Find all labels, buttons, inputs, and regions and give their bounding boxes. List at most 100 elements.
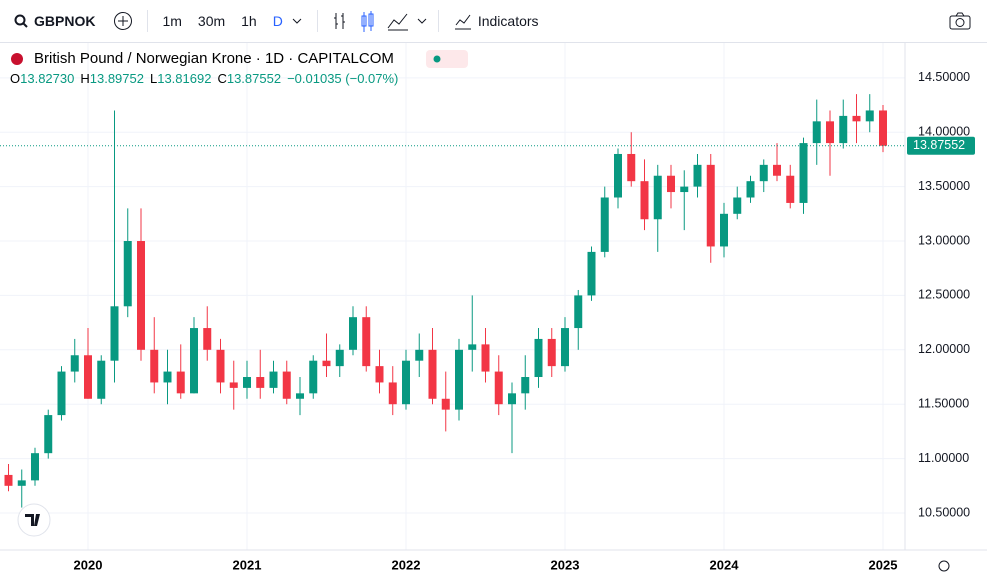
candle-body: [693, 164, 702, 187]
candle-body: [508, 393, 516, 405]
interval[interactable]: 1h: [241, 13, 257, 29]
screenshot-button[interactable]: [949, 12, 971, 30]
candle-body: [865, 110, 874, 122]
candle-body: [428, 349, 437, 399]
y-tick-label: 11.00000: [918, 451, 969, 465]
interval-dropdown[interactable]: [291, 15, 303, 27]
settings-button[interactable]: [938, 560, 950, 572]
candle-body: [309, 360, 318, 394]
candle-body: [70, 355, 79, 372]
candle-body: [521, 377, 530, 394]
separator: [316, 10, 318, 32]
o-label: O: [10, 71, 20, 86]
l-label: L: [150, 71, 157, 86]
candle-body: [627, 153, 636, 182]
y-tick-label: 13.50000: [918, 179, 970, 193]
candle-body: [786, 175, 795, 203]
candle-body: [534, 338, 543, 378]
candle-body: [176, 371, 185, 394]
candle-body: [150, 349, 159, 383]
candle-body: [415, 349, 424, 361]
status-dot: [433, 55, 441, 63]
candle-body: [190, 328, 198, 394]
toolbar: GBPNOK 1m 30m 1h D Indicators: [0, 0, 987, 43]
last-price-badge: [907, 136, 975, 155]
symbol[interactable]: GBPNOK: [34, 13, 96, 29]
interval-active[interactable]: D: [272, 13, 283, 29]
ohlc-legend: O13.82730 H13.89752 L13.81692 C13.87552 −0.0…: [10, 71, 398, 86]
c-label: C: [217, 71, 226, 86]
legend-title: British Pound / Norwegian Krone · 1D · C…: [34, 50, 394, 67]
o-value: 13.82730: [20, 71, 74, 86]
candle-body: [402, 360, 410, 405]
tv-logo-mark: [25, 514, 40, 526]
candle-body: [110, 306, 119, 361]
candle-body: [229, 382, 238, 388]
x-tick-label: 2025: [869, 557, 898, 572]
candle-body: [203, 328, 212, 350]
candle-body: [839, 115, 848, 144]
candle-body: [468, 344, 477, 350]
candle-body: [494, 371, 503, 405]
candle-body: [852, 115, 861, 122]
candle-body: [256, 377, 265, 388]
interval[interactable]: 30m: [197, 13, 226, 29]
candle-body: [773, 164, 781, 176]
y-tick-label: 12.00000: [918, 342, 970, 356]
y-tick-label: 12.50000: [918, 288, 970, 302]
candle-body: [4, 474, 13, 486]
candle-body: [17, 480, 26, 486]
candle-body: [97, 360, 106, 399]
y-tick-label: 14.00000: [918, 125, 970, 139]
c-value: 13.87552: [227, 71, 281, 86]
candle-body: [349, 317, 357, 350]
separator: [437, 10, 439, 32]
h-value: 13.89752: [90, 71, 144, 86]
candle-body: [57, 371, 66, 416]
candle-body: [561, 328, 569, 367]
candle-body: [31, 453, 39, 481]
x-tick-label: 2022: [392, 557, 421, 572]
candle-body: [574, 295, 583, 329]
candle-body: [547, 338, 556, 367]
x-tick-label: 2023: [551, 557, 580, 572]
indicators-icon[interactable]: [453, 11, 473, 31]
y-tick-label: 11.50000: [918, 397, 969, 411]
chart-style-buttons[interactable]: [332, 10, 432, 32]
x-tick-label: 2020: [74, 557, 103, 572]
candle-body: [640, 181, 649, 220]
candle-body: [44, 415, 53, 454]
candle-body: [269, 371, 278, 388]
candle-body: [481, 344, 490, 372]
candle-body: [812, 121, 821, 144]
candle-body: [243, 377, 251, 388]
status-badge: [426, 50, 468, 68]
indicators-button[interactable]: Indicators: [477, 13, 539, 29]
candle-body: [653, 175, 662, 220]
candle-body: [296, 393, 304, 399]
x-tick-label: 2021: [233, 557, 262, 572]
compare-button[interactable]: [113, 11, 133, 31]
candle-body: [137, 241, 145, 350]
candle-body: [667, 175, 675, 193]
candle-body: [388, 382, 397, 405]
y-tick-label: 14.50000: [918, 70, 970, 84]
flag-icon: [11, 53, 23, 65]
candle-body: [216, 349, 225, 383]
x-tick-label: 2024: [710, 557, 740, 572]
candle-body: [163, 371, 172, 383]
candle-body: [441, 398, 450, 410]
candle-body: [375, 366, 384, 383]
y-tick-label: 10.50000: [918, 505, 970, 519]
candle-body: [799, 143, 808, 203]
candle-body: [706, 164, 715, 247]
candle-body: [720, 213, 728, 247]
search-icon[interactable]: [14, 14, 28, 28]
candle-body: [84, 355, 92, 399]
interval[interactable]: 1m: [162, 13, 182, 29]
candle-body: [282, 371, 291, 399]
l-value: 13.81692: [157, 71, 211, 86]
last-price-label: 13.87552: [913, 138, 965, 152]
separator: [147, 10, 149, 32]
